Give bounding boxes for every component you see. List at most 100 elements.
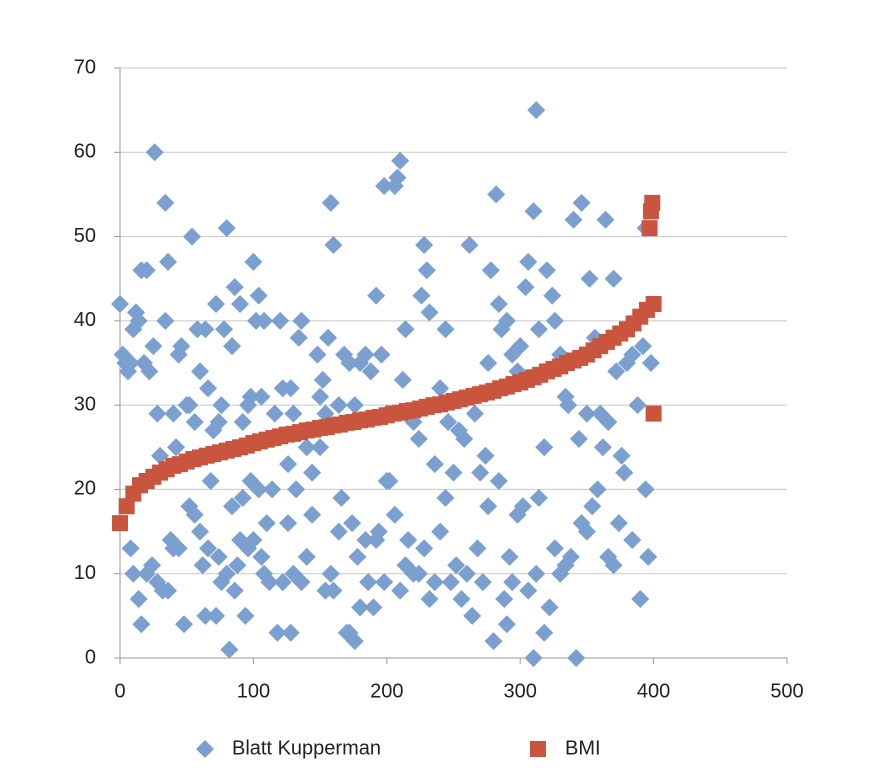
point	[289, 328, 308, 347]
point	[185, 505, 204, 524]
point	[572, 193, 591, 212]
point	[519, 581, 538, 600]
point	[143, 556, 162, 575]
point	[391, 151, 410, 170]
point	[324, 581, 343, 600]
point	[420, 590, 439, 608]
point	[388, 168, 407, 187]
point	[145, 143, 164, 162]
point	[279, 514, 298, 533]
point	[577, 404, 596, 423]
point	[292, 573, 311, 592]
point	[599, 413, 618, 431]
point	[257, 514, 276, 533]
legend-label: Blatt Kupperman	[232, 737, 381, 759]
point	[129, 311, 148, 330]
point	[167, 438, 186, 457]
point	[513, 497, 532, 516]
point	[118, 498, 135, 515]
point	[356, 531, 375, 549]
point	[311, 387, 330, 406]
point	[399, 531, 418, 549]
point	[628, 396, 647, 415]
point	[340, 354, 359, 372]
point	[201, 472, 220, 490]
point	[343, 514, 362, 533]
point	[385, 505, 404, 524]
point	[159, 252, 178, 271]
point	[645, 296, 662, 312]
point	[641, 354, 660, 372]
point	[479, 497, 498, 516]
point	[409, 564, 428, 583]
point	[639, 547, 658, 566]
point	[311, 438, 330, 457]
point	[191, 362, 210, 381]
point	[207, 606, 226, 625]
point	[503, 573, 522, 592]
legend-marker	[196, 740, 214, 758]
point	[604, 269, 623, 288]
point	[212, 396, 231, 415]
point	[367, 286, 386, 305]
point	[297, 438, 316, 457]
point	[132, 615, 151, 634]
point	[321, 193, 340, 212]
point	[359, 573, 378, 592]
point	[420, 303, 439, 322]
point	[156, 193, 175, 212]
point	[361, 362, 380, 381]
point	[225, 278, 244, 297]
point	[641, 220, 658, 237]
x-tick-label: 300	[504, 680, 537, 702]
point	[588, 480, 607, 499]
point	[112, 515, 128, 532]
point	[455, 429, 474, 448]
point	[252, 547, 271, 566]
point	[529, 488, 548, 507]
point	[159, 581, 178, 600]
point	[444, 463, 463, 482]
x-tick-label: 400	[637, 680, 670, 702]
point	[460, 236, 479, 254]
point	[623, 345, 642, 364]
point	[151, 446, 170, 465]
point	[412, 286, 431, 305]
point	[519, 252, 538, 271]
point	[644, 194, 661, 211]
y-tick-label: 0	[85, 646, 96, 668]
point	[183, 227, 202, 246]
point	[543, 286, 562, 305]
y-tick-label: 10	[74, 562, 96, 584]
point	[535, 623, 554, 642]
point	[241, 387, 260, 406]
point	[129, 590, 148, 608]
point	[479, 354, 498, 372]
point	[569, 429, 588, 448]
point	[244, 252, 263, 271]
point	[164, 404, 183, 423]
x-tick-label: 100	[237, 680, 270, 702]
point	[596, 210, 615, 229]
point	[631, 590, 650, 608]
point	[436, 488, 455, 507]
point	[121, 354, 140, 372]
point	[636, 480, 655, 499]
point	[580, 269, 599, 288]
point	[369, 522, 388, 541]
point	[645, 405, 662, 422]
point	[457, 564, 476, 583]
point	[137, 261, 156, 280]
point	[375, 177, 394, 195]
point	[577, 522, 596, 541]
point	[228, 556, 247, 575]
point	[284, 404, 303, 423]
point	[199, 379, 218, 398]
point	[436, 320, 455, 339]
point	[263, 480, 282, 499]
point	[255, 311, 274, 330]
point	[233, 488, 252, 507]
point	[593, 438, 612, 457]
point	[377, 472, 396, 490]
point	[375, 573, 394, 592]
